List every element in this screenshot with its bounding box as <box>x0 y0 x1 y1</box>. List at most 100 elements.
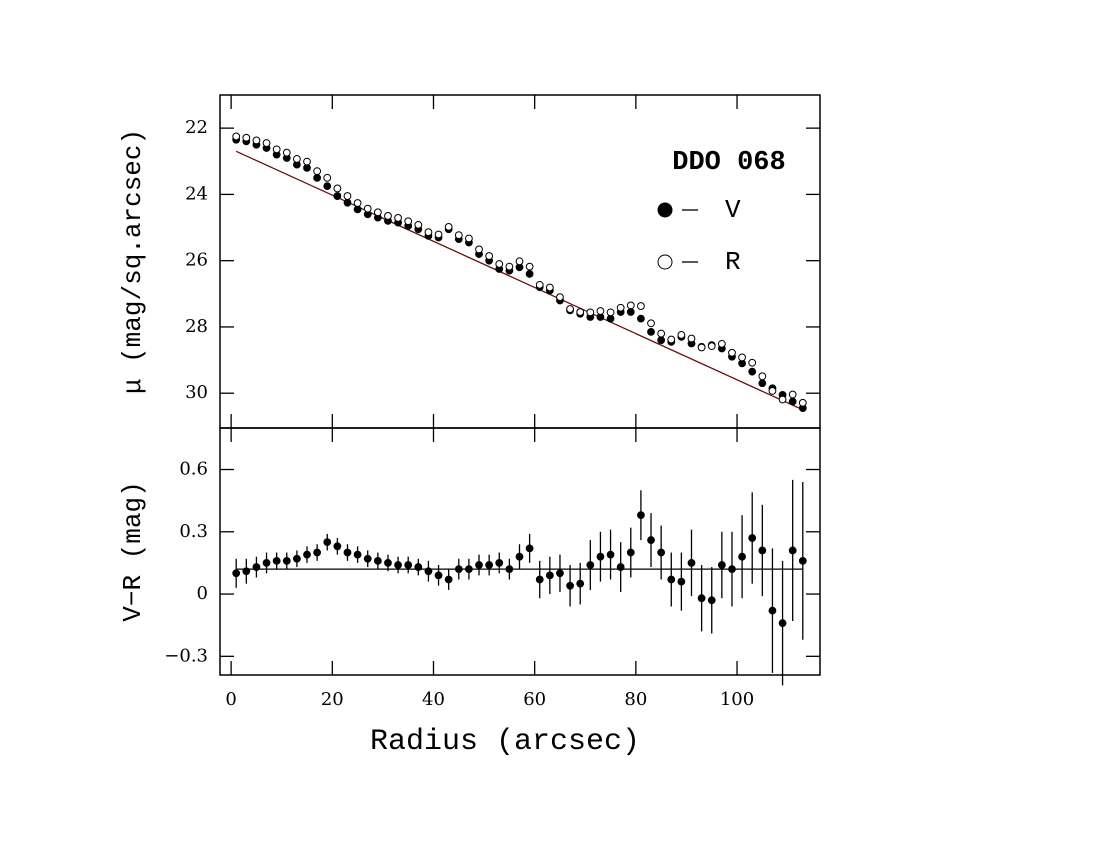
data-point <box>252 136 261 145</box>
data-point <box>798 556 807 565</box>
data-point <box>242 567 251 576</box>
y-tick-label: 26 <box>185 250 208 271</box>
data-point <box>525 270 534 278</box>
data-point <box>535 280 544 289</box>
data-point <box>556 569 564 578</box>
data-point <box>566 581 574 590</box>
data-point <box>303 163 311 172</box>
data-point <box>323 182 332 191</box>
data-point <box>717 339 726 348</box>
data-point <box>758 546 767 555</box>
data-point <box>475 245 483 254</box>
data-point <box>545 571 554 580</box>
data-point <box>475 561 483 569</box>
data-point <box>606 550 615 559</box>
data-point <box>697 343 706 352</box>
data-point <box>242 133 251 142</box>
data-point <box>444 222 453 231</box>
data-point <box>647 328 655 336</box>
data-point <box>343 192 352 200</box>
data-point <box>394 561 402 569</box>
y-tick-label: 24 <box>185 183 208 204</box>
data-point <box>728 348 736 357</box>
data-point <box>515 552 524 561</box>
data-point <box>424 567 433 576</box>
data-point <box>748 534 757 542</box>
data-point <box>687 559 696 567</box>
data-point <box>313 167 322 176</box>
data-point <box>657 548 666 557</box>
data-point <box>323 173 332 182</box>
data-point <box>292 554 301 563</box>
data-point <box>545 283 554 292</box>
legend-label: V <box>725 195 741 225</box>
data-point <box>788 397 797 406</box>
x-tick-label: 40 <box>422 689 445 710</box>
x-tick-label: 0 <box>225 689 236 710</box>
data-point <box>647 319 655 328</box>
legend-label: R <box>725 247 741 277</box>
data-point <box>262 139 271 147</box>
x-tick-label: 20 <box>321 689 344 710</box>
data-point <box>778 619 787 628</box>
data-point <box>576 579 585 588</box>
data-point <box>303 157 311 166</box>
data-point <box>333 192 342 200</box>
data-point <box>556 293 564 302</box>
data-point <box>303 550 311 559</box>
data-point <box>626 301 635 310</box>
data-point <box>788 546 797 555</box>
data-point <box>434 571 443 580</box>
data-point <box>586 308 595 317</box>
data-point <box>232 569 241 578</box>
data-point <box>637 314 645 323</box>
data-point <box>343 198 352 207</box>
data-point <box>677 577 686 586</box>
data-point <box>343 548 352 557</box>
y-axis-label: μ (mag/sq.arcsec) <box>118 129 148 394</box>
data-point <box>728 565 736 574</box>
x-tick-label: 80 <box>624 689 647 710</box>
data-point <box>707 596 716 605</box>
data-point <box>465 565 473 574</box>
y-tick-label: 28 <box>185 316 208 337</box>
data-point <box>697 594 706 603</box>
data-point <box>768 386 777 395</box>
data-point <box>657 329 666 338</box>
data-point <box>677 330 686 339</box>
data-point <box>323 538 332 547</box>
data-point <box>353 550 362 559</box>
data-point <box>434 230 443 239</box>
data-point <box>353 205 362 214</box>
data-point <box>616 303 625 312</box>
data-point <box>515 257 524 266</box>
data-point <box>404 217 413 226</box>
data-point <box>535 575 544 584</box>
legend-marker <box>657 202 673 218</box>
data-point <box>626 308 635 316</box>
data-point <box>454 565 463 574</box>
data-point <box>505 565 514 574</box>
data-point <box>485 252 494 260</box>
data-point <box>363 204 372 213</box>
data-point <box>373 208 382 217</box>
x-tick-label: 100 <box>720 689 754 710</box>
data-point <box>667 575 676 584</box>
data-point <box>384 559 392 567</box>
data-point <box>333 184 342 193</box>
data-point <box>282 148 291 157</box>
data-point <box>606 308 615 317</box>
data-point <box>738 552 746 561</box>
data-point <box>768 606 777 615</box>
data-point <box>424 228 433 237</box>
data-point <box>404 561 413 569</box>
data-point <box>707 342 716 351</box>
data-point <box>748 358 757 367</box>
data-point <box>353 199 362 207</box>
x-axis-label: Radius (arcsec) <box>370 725 640 759</box>
data-point <box>637 511 645 520</box>
data-point <box>262 559 271 567</box>
data-point <box>505 262 514 271</box>
data-point <box>232 132 241 141</box>
data-point <box>717 561 726 569</box>
